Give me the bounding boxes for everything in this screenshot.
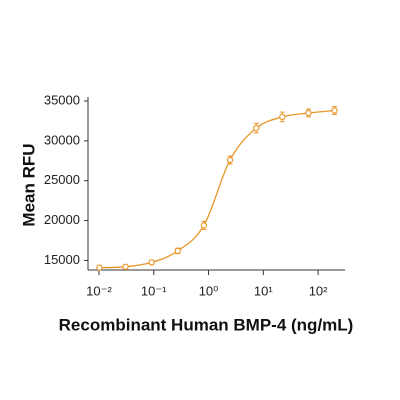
fit-curve	[99, 109, 335, 269]
data-point	[226, 156, 234, 164]
data-point	[174, 247, 181, 255]
data-point	[305, 109, 312, 117]
x-tick-label: 10⁻²	[86, 283, 112, 298]
data-point	[252, 124, 260, 132]
data-point	[200, 222, 208, 229]
y-tick-label: 15000	[44, 252, 80, 267]
x-tick-label: 10¹	[254, 283, 273, 298]
x-tick-label: 10⁻¹	[141, 283, 167, 298]
data-point	[148, 259, 155, 266]
y-tick-label: 20000	[44, 212, 80, 227]
x-axis-title: Recombinant Human BMP-4 (ng/mL)	[59, 315, 354, 334]
y-tick-label: 30000	[44, 132, 80, 147]
data-point	[331, 107, 338, 114]
y-axis-title: Mean RFU	[19, 143, 38, 226]
y-tick-label: 35000	[44, 92, 80, 107]
x-tick-label: 10²	[309, 283, 328, 298]
x-tick-label: 10⁰	[199, 283, 219, 298]
data-point	[279, 113, 286, 121]
y-tick-label: 25000	[44, 172, 80, 187]
data-point	[96, 264, 103, 271]
data-point	[122, 263, 129, 271]
